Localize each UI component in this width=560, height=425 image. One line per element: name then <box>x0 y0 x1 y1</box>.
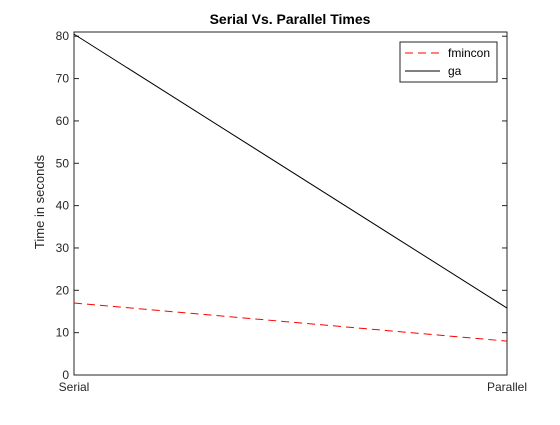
y-tick-label: 40 <box>56 199 70 213</box>
y-tick-label: 70 <box>56 72 70 86</box>
y-tick-label: 50 <box>56 156 70 170</box>
axes-box <box>73 31 508 376</box>
legend-label-ga: ga <box>448 64 462 78</box>
y-tick-label: 80 <box>56 29 70 43</box>
y-tick-label: 60 <box>56 114 70 128</box>
plot-area: 0 10 20 30 40 50 60 70 80 Serial Parallel fmincon ga <box>56 29 527 394</box>
legend-box <box>399 41 498 83</box>
y-tick-label: 20 <box>56 283 70 297</box>
y-tick-label: 0 <box>62 368 69 382</box>
y-axis-label: Time in seconds <box>32 154 47 249</box>
y-tick-label: 10 <box>56 326 70 340</box>
x-tick-label: Serial <box>59 380 90 394</box>
y-tick-label: 30 <box>56 241 70 255</box>
series-line-ga <box>73 33 508 309</box>
chart-title: Serial Vs. Parallel Times <box>210 11 371 27</box>
x-tick-label: Parallel <box>487 380 527 394</box>
legend-label-fmincon: fmincon <box>448 46 490 60</box>
series-line-fmincon <box>73 302 508 342</box>
